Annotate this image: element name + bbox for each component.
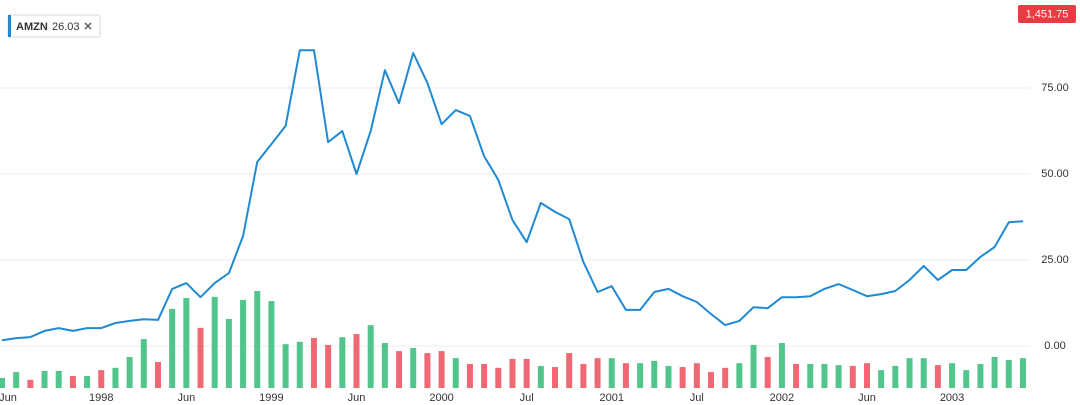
x-tick-label: 1999 [259, 392, 283, 404]
volume-bar [991, 356, 998, 388]
price-badge [1018, 5, 1076, 23]
volume-bar [906, 358, 913, 388]
volume-bar [708, 372, 714, 388]
volume-bar [1019, 358, 1026, 388]
volume-bar [282, 344, 289, 388]
volume-bar [580, 363, 587, 388]
y-tick-label: 0.00 [1044, 340, 1065, 352]
x-tick-label: Jun [858, 392, 876, 404]
x-tick-label: 2001 [599, 392, 623, 404]
volume-bar [835, 365, 842, 388]
y-tick-label: 50.00 [1041, 168, 1069, 180]
volume-bar [693, 363, 700, 388]
volume-bar [608, 358, 615, 388]
volume-bar [821, 363, 828, 388]
volume-bar [793, 363, 800, 388]
legend-chip[interactable]: AMZN 26.03 [7, 14, 101, 38]
volume-bar [849, 365, 856, 388]
volume-bar [949, 363, 956, 388]
volume-bar [268, 301, 275, 388]
volume-bar [225, 318, 232, 388]
volume-bar [466, 363, 473, 388]
volume-bar [963, 370, 970, 388]
x-tick-label: 2000 [429, 392, 453, 404]
y-tick-label: 25.00 [1041, 254, 1069, 266]
volume-bar [154, 362, 161, 388]
volume-bar [722, 367, 729, 388]
volume-bar [0, 377, 5, 388]
volume-bar [240, 299, 247, 388]
volume-bar [566, 353, 573, 388]
volume-bar [183, 297, 190, 388]
volume-bar [552, 367, 559, 388]
volume-bar [920, 358, 927, 388]
volume-bar [778, 342, 785, 388]
volume-bar [84, 375, 91, 388]
volume-bar [98, 370, 105, 388]
volume-bar [381, 342, 388, 388]
volume-bar [424, 353, 431, 388]
legend-name: AMZN [16, 21, 48, 33]
volume-bar [112, 367, 119, 388]
volume-bar [169, 308, 176, 388]
volume-bar [594, 358, 601, 388]
volume-bar [537, 365, 544, 388]
volume-bar [367, 325, 374, 388]
legend-value: 26.03 [52, 21, 80, 33]
volume-bar [13, 372, 20, 388]
legend-swatch [8, 15, 11, 37]
volume-bar [55, 370, 62, 388]
y-tick-label: 75.00 [1041, 82, 1069, 94]
volume-bar [410, 348, 417, 388]
volume-bar [878, 370, 885, 388]
x-tick-label: Jul [690, 392, 704, 404]
price-line [1, 49, 1024, 342]
volume-bar [310, 337, 317, 388]
volume-bar [254, 291, 261, 388]
volume-bar [396, 351, 403, 388]
volume-bar [126, 356, 133, 388]
volume-bar [665, 365, 672, 388]
volume-bar [863, 363, 870, 388]
x-tick-label: Jun [177, 392, 195, 404]
volume-bar [41, 370, 48, 388]
volume-bar [892, 365, 899, 388]
x-tick-label: 2002 [770, 392, 794, 404]
volume-bar [679, 367, 686, 388]
x-tick-label: Jun [348, 392, 366, 404]
x-tick-label: 2003 [940, 392, 964, 404]
volume-bar [197, 327, 204, 388]
volume-bar [637, 363, 644, 388]
volume-bar [764, 356, 771, 388]
volume-bar [353, 334, 360, 388]
x-tick-label: Jun [0, 392, 17, 404]
volume-bar [325, 344, 332, 388]
volume-bar [622, 363, 629, 388]
volume-bar [452, 358, 459, 388]
volume-bar [495, 367, 502, 388]
volume-bar [27, 379, 34, 388]
volume-bar [736, 363, 743, 388]
x-tick-label: 1998 [89, 392, 113, 404]
volume-bar [69, 375, 76, 388]
volume-bar [750, 344, 757, 388]
volume-bar [651, 360, 658, 388]
volume-bar [296, 341, 303, 388]
volume-bar [438, 351, 445, 388]
price-badge-label: 1,451.75 [1026, 8, 1069, 20]
volume-bar [509, 358, 516, 388]
volume-bar [481, 363, 488, 388]
volume-bar [934, 365, 941, 388]
volume-bar [140, 339, 147, 388]
x-tick-label: Jul [520, 392, 534, 404]
volume-bar [977, 363, 984, 388]
volume-bar [523, 358, 530, 388]
volume-bar [807, 363, 814, 388]
volume-bar [1005, 360, 1012, 388]
volume-bar [339, 337, 346, 388]
legend-close[interactable] [84, 22, 92, 30]
volume-bar [211, 296, 218, 388]
